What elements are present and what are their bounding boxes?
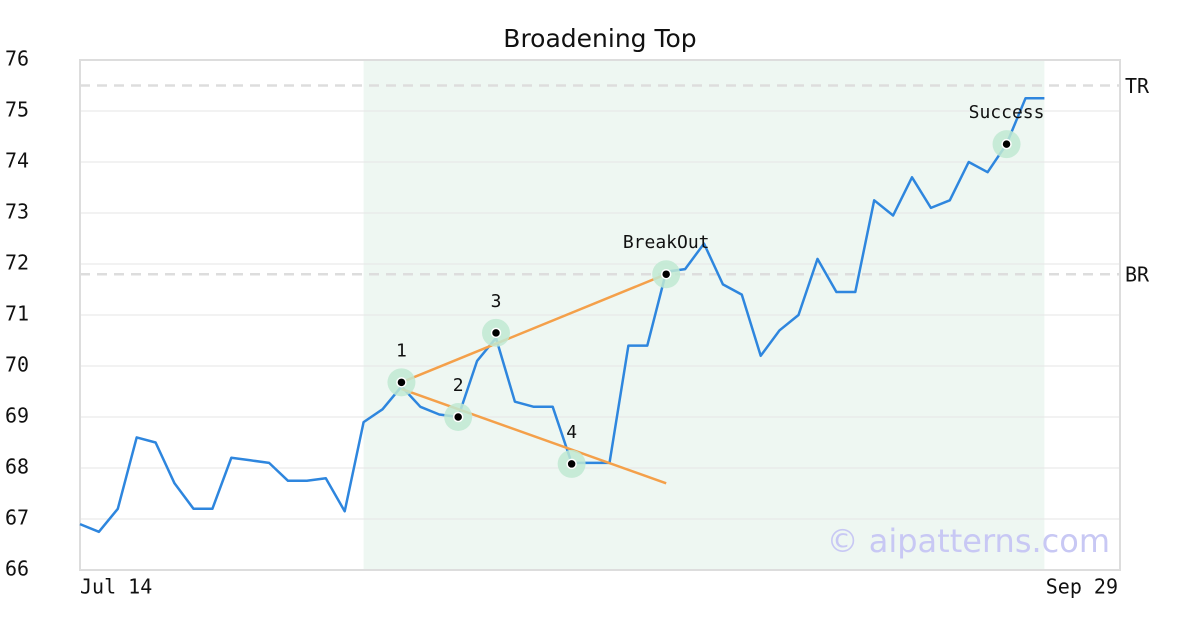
price-line (79, 97, 1045, 534)
plot-frame (79, 59, 1121, 571)
marker-label: 1 (396, 340, 407, 361)
y-tick-label: 67 (5, 506, 29, 530)
y-tick-label: 69 (5, 404, 29, 428)
y-tick-label: 72 (5, 251, 29, 275)
marker-label: BreakOut (623, 232, 710, 253)
marker-label: Success (969, 102, 1045, 123)
marker-label: 4 (566, 422, 577, 443)
marker (566, 458, 577, 470)
marker (490, 327, 502, 339)
reference-label: BR (1125, 263, 1150, 287)
x-tick-label: Jul 14 (80, 575, 152, 599)
trendline (401, 387, 667, 485)
y-tick-label: 71 (5, 302, 29, 326)
y-tick-label: 66 (5, 557, 29, 581)
reference-label: TR (1125, 74, 1150, 98)
trendline (400, 273, 667, 384)
x-tick-label: Sep 29 (1046, 575, 1118, 599)
y-tick-label: 74 (5, 149, 29, 173)
y-tick-label: 75 (5, 98, 29, 122)
marker-label: 3 (491, 291, 502, 312)
y-tick-label: 76 (5, 47, 29, 71)
chart-title: Broadening Top (503, 24, 696, 53)
marker (660, 268, 672, 280)
marker-label: 2 (453, 375, 464, 396)
marker (396, 377, 407, 388)
marker (1001, 138, 1012, 150)
y-tick-label: 73 (5, 200, 29, 224)
marker (452, 411, 464, 423)
y-tick-label: 70 (5, 353, 29, 377)
y-tick-label: 68 (5, 455, 29, 479)
watermark: © aipatterns.com (827, 522, 1110, 560)
